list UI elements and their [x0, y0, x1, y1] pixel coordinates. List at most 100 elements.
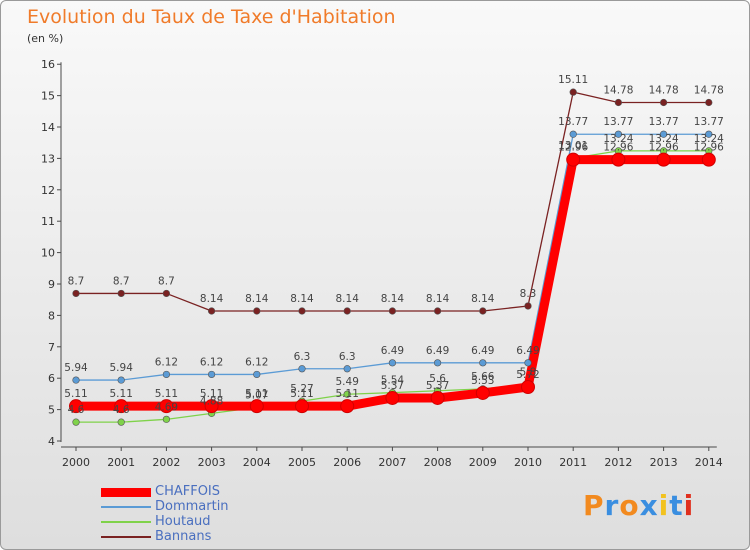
- data-point: [72, 376, 80, 384]
- data-point: [72, 418, 80, 426]
- data-point: [475, 385, 490, 400]
- data-point: [117, 418, 125, 426]
- data-label: 5.11: [336, 388, 359, 400]
- data-label: 12.96: [649, 142, 679, 154]
- data-point: [569, 130, 577, 138]
- data-point: [114, 399, 129, 414]
- data-label: 6.3: [294, 351, 311, 363]
- data-label: 13.77: [649, 116, 679, 128]
- legend-label: Houtaud: [155, 514, 211, 529]
- data-label: 8.14: [200, 293, 224, 305]
- x-tick-label: 2007: [378, 456, 406, 469]
- data-point: [162, 370, 170, 379]
- data-point: [298, 307, 306, 315]
- x-tick-label: 2009: [469, 456, 497, 469]
- data-label: 12.96: [558, 142, 588, 154]
- data-label: 5.8: [520, 366, 537, 378]
- data-point: [521, 379, 535, 394]
- legend-item-houtaud: Houtaud: [101, 514, 321, 530]
- data-label: 6.12: [200, 356, 223, 368]
- data-label: 8.7: [68, 275, 85, 287]
- y-tick-label: 6: [48, 372, 55, 385]
- data-label: 13.24: [649, 133, 679, 145]
- data-label: 8.14: [290, 293, 314, 305]
- x-tick-label: 2003: [198, 456, 226, 469]
- y-tick-label: 11: [41, 215, 55, 228]
- x-tick-label: 2008: [424, 456, 452, 469]
- y-tick-label: 5: [48, 404, 55, 417]
- data-point: [524, 302, 532, 310]
- data-label: 13.77: [603, 116, 633, 128]
- data-label: 5.11: [245, 388, 268, 400]
- data-point: [343, 390, 351, 398]
- legend-swatch: [101, 536, 151, 538]
- legend-swatch: [101, 487, 151, 497]
- data-point: [656, 152, 671, 167]
- data-label: 5.11: [64, 388, 87, 400]
- data-label: 14.78: [649, 85, 679, 97]
- y-tick-label: 12: [41, 184, 55, 197]
- data-point: [117, 289, 125, 298]
- legend-label: CHAFFOIS: [155, 484, 221, 499]
- data-label: 6.49: [426, 345, 449, 357]
- data-label: 5.94: [64, 362, 88, 374]
- data-label: 4.69: [155, 401, 178, 413]
- x-tick-label: 2014: [695, 456, 723, 469]
- data-point: [659, 98, 668, 107]
- data-label: 5.66: [471, 371, 495, 383]
- chart-title: Evolution du Taux de Taxe d'Habitation: [27, 6, 396, 28]
- data-label: 14.78: [603, 85, 633, 97]
- data-point: [614, 130, 623, 138]
- y-tick-label: 16: [41, 58, 55, 71]
- data-label: 13.24: [694, 133, 724, 145]
- series-points: [69, 88, 716, 426]
- data-point: [298, 365, 306, 373]
- data-point: [430, 390, 445, 405]
- data-point: [434, 307, 442, 315]
- data-label: 4.6: [68, 404, 85, 416]
- data-point: [705, 98, 713, 107]
- data-point: [159, 399, 174, 414]
- data-label: 6.12: [245, 356, 268, 368]
- data-point: [249, 399, 264, 414]
- data-label: 5.49: [336, 376, 359, 388]
- data-label: 6.12: [155, 356, 178, 368]
- data-point: [69, 399, 83, 414]
- data-label: 8.14: [381, 293, 405, 305]
- data-point: [611, 152, 626, 167]
- y-tick-label: 7: [48, 341, 55, 354]
- data-label: 5.27: [290, 383, 313, 395]
- y-tick-label: 13: [41, 152, 55, 165]
- data-label: 5.6: [429, 373, 446, 385]
- data-point: [295, 399, 309, 414]
- data-point: [208, 307, 216, 315]
- x-tick-label: 2000: [62, 456, 90, 469]
- data-point: [253, 307, 261, 315]
- data-label: 8.7: [158, 275, 175, 287]
- data-label: 13.24: [603, 133, 633, 145]
- legend-swatch: [101, 506, 151, 508]
- data-label: 14.78: [694, 85, 724, 97]
- data-label: 5.37: [426, 380, 449, 392]
- data-point: [162, 415, 170, 423]
- x-tick-label: 2002: [152, 456, 180, 469]
- x-tick-label: 2011: [559, 456, 587, 469]
- legend-item-dommartin: Dommartin: [101, 499, 321, 515]
- y-tick-label: 14: [41, 121, 55, 134]
- legend-item-chaffois: CHAFFOIS: [101, 484, 321, 500]
- legend-label: Dommartin: [155, 499, 229, 514]
- data-label: 5.94: [110, 362, 134, 374]
- data-label: 4.88: [200, 395, 223, 407]
- data-label: 5.07: [245, 389, 268, 401]
- data-point: [253, 370, 261, 379]
- data-label: 5.11: [110, 388, 133, 400]
- data-label: 12.96: [603, 142, 633, 154]
- data-label: 5.72: [516, 369, 539, 381]
- y-tick-label: 10: [41, 247, 55, 260]
- data-label: 12.96: [694, 142, 724, 154]
- data-label: 4.6: [113, 404, 130, 416]
- data-point: [204, 399, 219, 414]
- data-label: 13.01: [558, 140, 588, 152]
